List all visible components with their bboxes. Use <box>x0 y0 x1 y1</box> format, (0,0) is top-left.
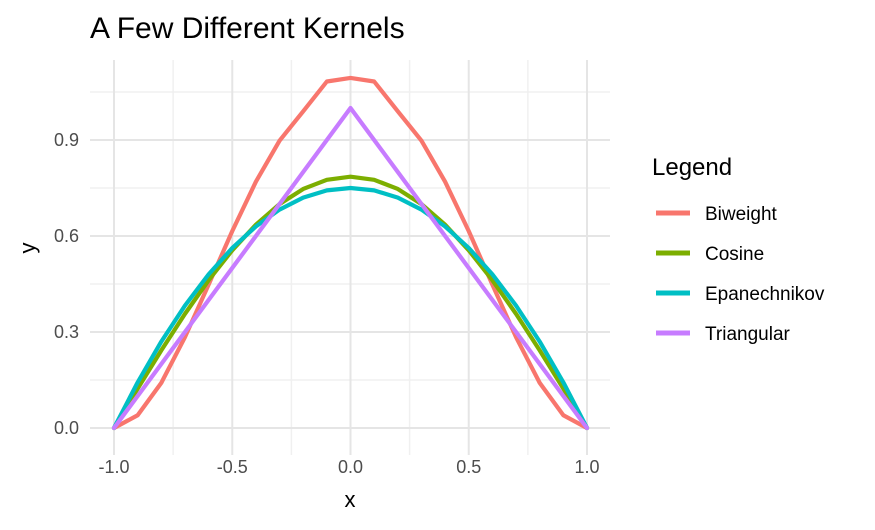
legend-label-epanechnikov: Epanechnikov <box>705 284 825 305</box>
y-tick-label: 0.6 <box>54 226 79 246</box>
series-line-epanechnikov <box>111 185 590 431</box>
series-line-triangular <box>111 105 590 431</box>
legend-label-triangular: Triangular <box>705 324 791 345</box>
legend-label-cosine: Cosine <box>705 244 764 265</box>
y-tick-label: 0.9 <box>54 130 79 150</box>
x-axis-label: x <box>345 487 356 512</box>
grid-major <box>90 60 610 455</box>
x-tick-label: -1.0 <box>98 457 129 477</box>
x-tick-label: 0.0 <box>338 457 363 477</box>
y-tick-label: 0.0 <box>54 418 79 438</box>
legend: Legend Biweight Cosine Epanechnikov Triangu… <box>652 154 825 345</box>
legend-items: Biweight Cosine Epanechnikov Triangular <box>656 204 825 345</box>
legend-title: Legend <box>652 154 732 181</box>
series-lines <box>111 75 590 431</box>
x-tick-label: -0.5 <box>217 457 248 477</box>
y-tick-label: 0.3 <box>54 322 79 342</box>
x-tick-label: 0.5 <box>456 457 481 477</box>
chart-title: A Few Different Kernels <box>90 12 405 45</box>
legend-label-biweight: Biweight <box>705 204 778 225</box>
series-line-cosine <box>111 174 590 431</box>
y-axis-ticks: 0.0 0.3 0.6 0.9 <box>54 130 79 438</box>
x-tick-label: 1.0 <box>574 457 599 477</box>
x-axis-ticks: -1.0 -0.5 0.0 0.5 1.0 <box>98 457 599 477</box>
y-axis-label: y <box>15 243 40 254</box>
